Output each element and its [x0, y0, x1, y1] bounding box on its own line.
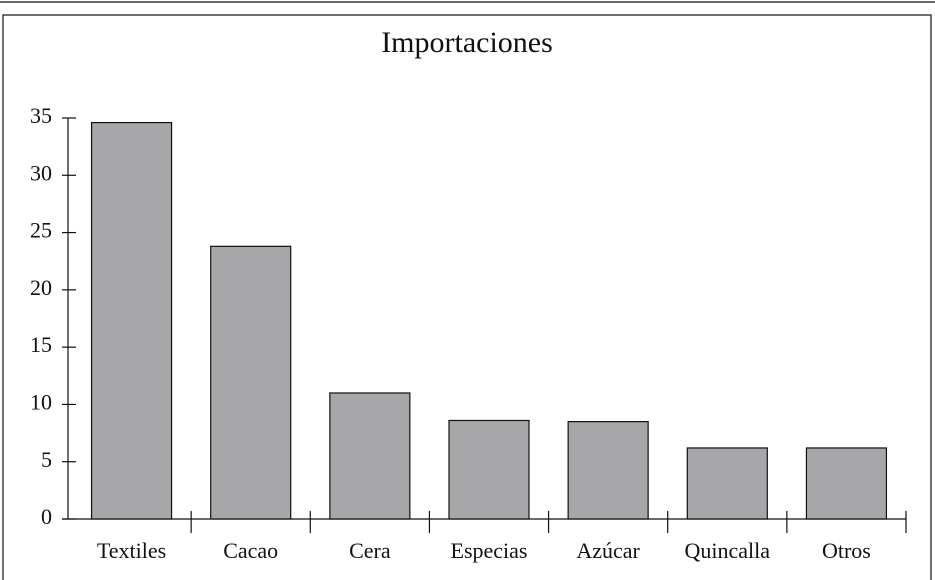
bar [686, 447, 768, 520]
y-tick-label: 5 [41, 447, 52, 472]
bar [448, 419, 530, 520]
x-tick-label: Especias [451, 538, 528, 563]
bar [90, 121, 173, 520]
x-tick-label: Otros [822, 538, 871, 563]
bar [329, 392, 411, 520]
x-tick-label: Textiles [97, 538, 166, 563]
y-tick-label: 25 [30, 218, 52, 243]
y-tick-label: 20 [30, 275, 52, 300]
y-tick-label: 15 [30, 332, 52, 357]
x-tick-label: Quincalla [685, 538, 771, 563]
x-tick-label: Cacao [223, 538, 278, 563]
chart-title: Importaciones [381, 26, 553, 59]
bar [805, 447, 888, 520]
bar [567, 421, 649, 520]
y-tick-label: 10 [30, 389, 52, 414]
x-tick-label: Cera [349, 538, 391, 563]
frame [2, 14, 932, 580]
y-tick-label: 0 [41, 504, 52, 529]
y-tick-label: 35 [30, 103, 52, 128]
bar [210, 245, 292, 520]
x-tick-label: Azúcar [576, 538, 640, 563]
y-tick-label: 30 [30, 160, 52, 185]
